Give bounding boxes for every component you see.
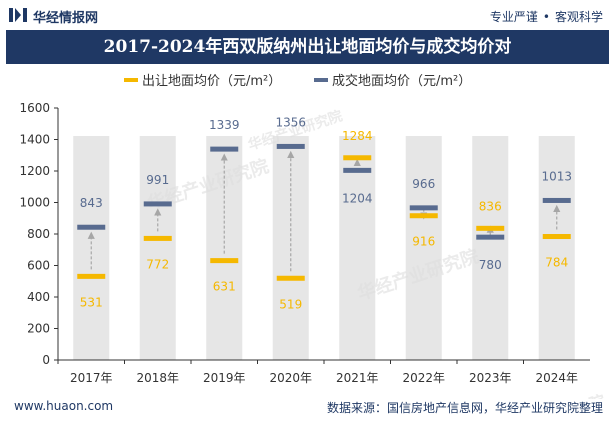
tagline-right: 客观科学 [554,10,603,24]
y-tick-label: 200 [27,322,50,336]
footer-website[interactable]: www.huaon.com [14,399,114,413]
deal-value-label: 966 [412,177,435,191]
offer-price-mark [409,213,438,219]
y-tick-label: 1400 [19,133,50,147]
tagline-left: 专业严谨 [489,10,538,24]
deal-price-mark [476,234,505,240]
offer-value-label: 1284 [342,129,373,143]
x-tick-label: 2021年 [336,371,379,385]
tagline-separator: • [542,10,550,24]
category-column [472,136,509,360]
deal-value-label: 991 [146,173,169,187]
deal-price-mark [77,224,106,230]
category-column [339,136,376,360]
offer-price-mark [343,155,372,161]
tagline: 专业严谨 • 客观科学 [490,8,603,25]
top-bar: 华经情报网 专业严谨 • 客观科学 [0,0,615,30]
deal-value-label: 1339 [209,118,240,132]
legend-label-deal: 成交地面均价（元/m²） [332,73,471,89]
offer-value-label: 531 [80,295,103,309]
offer-price-mark [143,235,172,241]
brand-name: 华经情报网 [33,11,99,26]
offer-price-mark [77,273,106,279]
deal-value-label: 1204 [342,191,373,205]
offer-value-label: 519 [279,297,302,311]
chart: 出让地面均价（元/m²） 成交地面均价（元/m²）华经产业研究院华经产业研究院华经… [19,73,607,399]
deal-price-mark [409,205,438,211]
deal-price-mark [210,146,239,152]
chart-title: 2017-2024年西双版纳州出让地面均价与成交均价对 [6,30,609,64]
y-tick-label: 800 [27,227,50,241]
deal-price-mark [143,201,172,207]
offer-value-label: 772 [146,257,169,271]
offer-price-mark [476,225,505,231]
logo-icon [9,8,27,22]
y-tick-label: 0 [42,353,50,367]
x-tick-label: 2018年 [136,371,179,385]
offer-value-label: 784 [545,256,568,270]
x-tick-label: 2017年 [70,371,113,385]
deal-value-label: 1013 [541,169,572,183]
deal-price-mark [542,197,571,203]
category-column [538,136,575,360]
x-tick-label: 2019年 [203,371,246,385]
watermark-text: 华经产业研究院 [495,391,607,399]
x-tick-label: 2022年 [402,371,445,385]
x-tick-label: 2020年 [269,371,312,385]
offer-value-label: 631 [213,280,236,294]
deal-price-mark [343,167,372,173]
legend-label-offer: 出让地面均价（元/m²） [142,74,281,89]
y-tick-label: 600 [27,259,50,273]
offer-value-label: 836 [479,199,502,213]
y-tick-label: 1600 [19,101,50,115]
category-column [139,136,176,360]
y-tick-label: 1200 [19,164,50,178]
offer-value-label: 916 [412,235,435,249]
x-tick-label: 2024年 [535,371,578,385]
offer-price-mark [542,234,571,240]
y-tick-label: 1000 [19,196,50,210]
footer-source: 数据来源：国信房地产信息网，华经产业研究院整理 [326,401,603,415]
offer-price-mark [276,275,305,281]
y-tick-label: 400 [27,290,50,304]
category-column [405,136,442,360]
deal-value-label: 843 [80,196,103,210]
deal-price-mark [276,143,305,149]
deal-value-label: 780 [479,258,502,272]
x-tick-label: 2023年 [469,371,512,385]
offer-price-mark [210,258,239,264]
deal-value-label: 1356 [275,115,306,129]
